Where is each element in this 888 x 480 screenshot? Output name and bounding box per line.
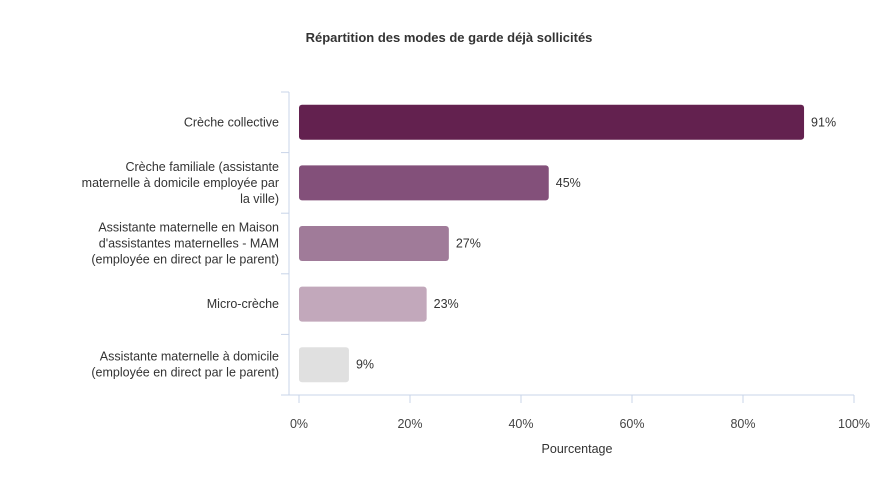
data-label: 27% xyxy=(456,237,481,251)
x-tick-label: 0% xyxy=(290,417,308,431)
category-label-line: Crèche collective xyxy=(184,115,279,129)
data-label: 45% xyxy=(556,176,581,190)
chart-title: Répartition des modes de garde déjà soll… xyxy=(306,30,593,45)
category-label-line: Assistante maternelle à domicile xyxy=(100,350,279,364)
category-label-line: (employée en direct par le parent) xyxy=(91,366,279,380)
x-tick-label: 80% xyxy=(730,417,755,431)
bar xyxy=(299,347,349,383)
category-label-line: maternelle à domicile employée par xyxy=(82,176,279,190)
bars: 91% 45% 27% 23% 9% xyxy=(299,104,836,383)
category-label-line: (employée en direct par le parent) xyxy=(91,253,279,267)
category-label-line: Assistante maternelle en Maison xyxy=(98,221,279,235)
category-label: Assistante maternelle en Maison d'assista… xyxy=(91,221,279,267)
data-label: 9% xyxy=(356,358,374,372)
x-tick-label: 100% xyxy=(838,417,870,431)
category-label: Micro-crèche xyxy=(207,297,279,311)
x-tick-label: 20% xyxy=(397,417,422,431)
category-label: Crèche collective xyxy=(184,115,279,129)
data-label: 23% xyxy=(434,297,459,311)
bar xyxy=(299,226,449,261)
category-label-line: la ville) xyxy=(240,192,279,206)
x-axis-title: Pourcentage xyxy=(542,442,613,456)
category-label-line: Micro-crèche xyxy=(207,297,279,311)
category-label-line: Crèche familiale (assistante xyxy=(125,160,279,174)
category-label-line: d'assistantes maternelles - MAM xyxy=(99,237,279,251)
category-labels: Crèche collective Crèche familiale (assis… xyxy=(82,115,279,379)
axes: 0% 20% 40% 60% 80% 100% xyxy=(281,91,870,431)
x-tick-label: 40% xyxy=(508,417,533,431)
bar xyxy=(299,165,549,201)
category-label: Crèche familiale (assistante maternelle à… xyxy=(82,160,279,206)
data-label: 91% xyxy=(811,115,836,129)
bar xyxy=(299,286,427,322)
category-label: Assistante maternelle à domicile (employé… xyxy=(91,350,279,380)
x-tick-label: 60% xyxy=(619,417,644,431)
bar xyxy=(299,104,805,140)
